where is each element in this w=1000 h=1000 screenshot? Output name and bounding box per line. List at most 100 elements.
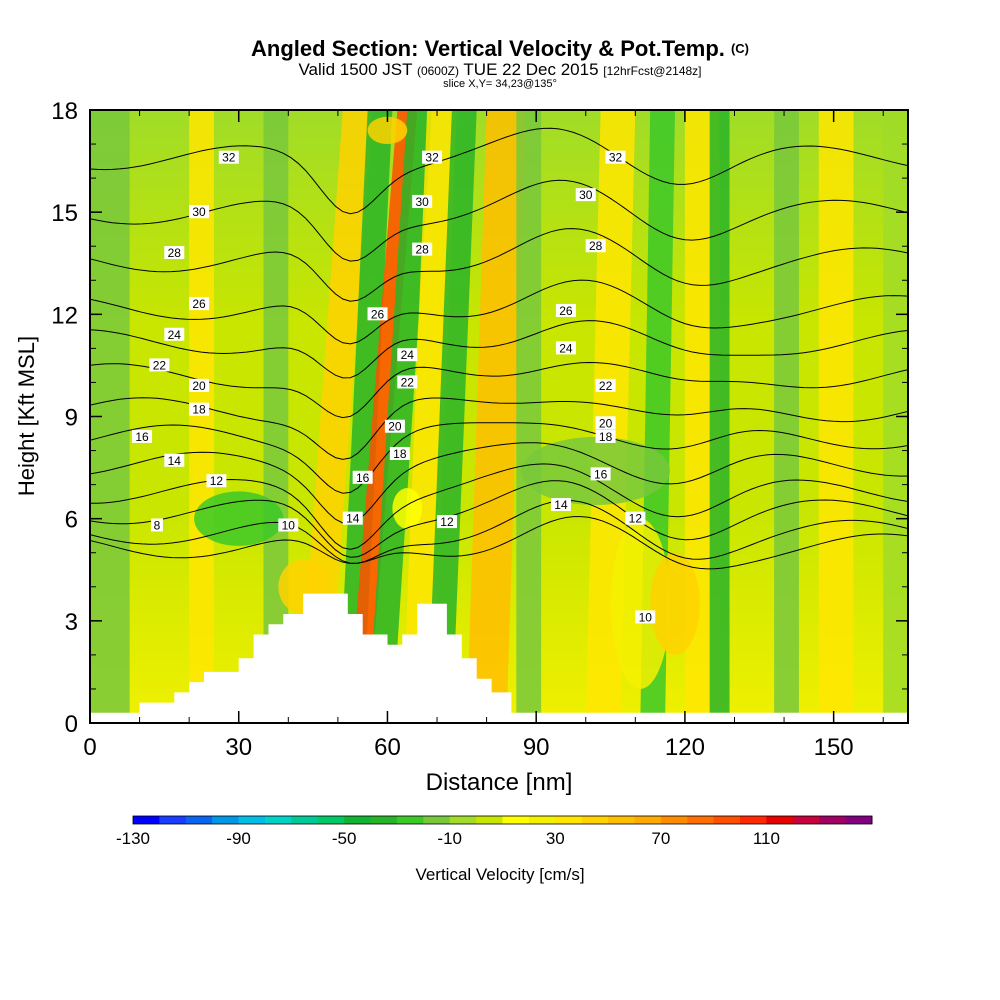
contour-label: 20: [189, 378, 210, 393]
svg-text:12: 12: [629, 512, 643, 526]
velocity-band-17: [883, 110, 908, 723]
colorbar-swatch: [238, 816, 266, 824]
svg-text:18: 18: [393, 447, 407, 461]
colorbar-swatch: [713, 816, 741, 824]
y-tick-label: 12: [51, 302, 78, 329]
contour-label: 14: [550, 498, 571, 512]
x-tick-label: 90: [523, 734, 550, 761]
theta-contour-16: [90, 442, 908, 524]
colorbar-swatch: [660, 816, 688, 824]
svg-text:32: 32: [425, 151, 439, 165]
colorbar-swatch: [133, 816, 160, 824]
colorbar-swatch: [766, 816, 794, 824]
velocity-band-7: [402, 110, 457, 723]
theta-contour-28: [90, 228, 908, 302]
contour-label: 12: [436, 515, 457, 529]
colorbar-swatch: [608, 816, 635, 824]
colorbar-swatch: [396, 816, 424, 824]
colorbar-swatch: [687, 816, 715, 824]
theta-contour-12: [90, 480, 908, 558]
theta-contour-20: [90, 397, 908, 460]
velocity-cell-1: [392, 488, 423, 529]
contour-label: 32: [218, 150, 239, 165]
svg-text:12: 12: [210, 474, 224, 488]
colorbar-swatch: [792, 816, 820, 824]
contour-label: 26: [189, 297, 210, 311]
svg-text:24: 24: [401, 348, 415, 362]
terrain-profile: [90, 593, 908, 723]
y-tick-label: 3: [65, 609, 78, 636]
contour-label: 30: [575, 188, 596, 202]
valid-prefix: Valid 1500 JST: [298, 60, 413, 79]
velocity-cell-3: [650, 552, 700, 655]
svg-text:26: 26: [192, 297, 206, 311]
theta-contour-10: [90, 499, 908, 564]
colorbar-swatch: [344, 816, 372, 824]
svg-text:32: 32: [609, 151, 623, 165]
x-tick-label: 30: [225, 734, 252, 761]
velocity-band-0: [90, 110, 130, 723]
colorbar-swatch: [845, 816, 873, 824]
theta-contour-18: [90, 422, 908, 494]
svg-text:22: 22: [153, 358, 167, 372]
contour-label: 28: [164, 246, 185, 260]
colorbar-swatch: [264, 816, 292, 824]
theta-contour-26: [90, 279, 908, 345]
y-tick-label: 18: [51, 98, 78, 125]
chart-title: Angled Section: Vertical Velocity & Pot.…: [0, 36, 1000, 62]
x-tick-label: 150: [814, 734, 854, 761]
svg-text:16: 16: [356, 471, 370, 485]
contour-label: 16: [590, 467, 611, 481]
contour-label: 18: [189, 402, 210, 417]
colorbar-tick-label: -130: [116, 829, 150, 848]
colorbar-swatch: [581, 816, 609, 824]
slice-info: slice X,Y= 34,23@135°: [443, 78, 557, 90]
contour-label: 14: [164, 453, 185, 468]
contour-label: 28: [412, 242, 433, 257]
velocity-band-10: [516, 110, 542, 723]
svg-text:22: 22: [599, 379, 613, 393]
colorbar-swatch: [159, 816, 187, 824]
velocity-band-4: [337, 110, 393, 723]
colorbar-swatch: [528, 816, 556, 824]
contour-label: 22: [149, 358, 170, 372]
contour-label: 20: [384, 419, 405, 434]
svg-text:16: 16: [135, 430, 149, 444]
svg-text:22: 22: [401, 375, 415, 389]
contour-label: 28: [585, 239, 606, 253]
contour-label: 26: [367, 307, 388, 321]
contour-label: 20: [595, 416, 616, 430]
svg-text:28: 28: [589, 239, 603, 253]
colorbar-swatch: [370, 816, 398, 824]
svg-text:26: 26: [559, 304, 573, 318]
units-tag: (C): [730, 41, 749, 56]
velocity-field: [90, 110, 908, 723]
chart-title-text: Angled Section: Vertical Velocity & Pot.…: [251, 36, 725, 61]
colorbar-swatch: [819, 816, 847, 824]
contour-label: 30: [189, 205, 210, 219]
colorbar-swatch: [291, 816, 319, 824]
contour-label: 14: [342, 511, 363, 526]
svg-text:20: 20: [388, 420, 402, 434]
colorbar-swatch: [423, 816, 451, 824]
y-tick-label: 9: [65, 405, 78, 432]
valid-zulu: (0600Z): [416, 64, 459, 78]
velocity-band-6: [367, 110, 433, 723]
contour-label: 12: [206, 474, 227, 488]
colorbar-swatch: [185, 816, 213, 824]
contour-label: 10: [635, 610, 656, 624]
y-tick-label: 6: [65, 507, 78, 534]
svg-text:16: 16: [594, 467, 608, 481]
colorbar-tick-label: -10: [437, 829, 462, 848]
velocity-cell-6: [367, 116, 408, 145]
svg-text:32: 32: [222, 151, 236, 165]
svg-text:20: 20: [599, 416, 613, 430]
svg-text:26: 26: [371, 307, 385, 321]
svg-text:30: 30: [579, 188, 593, 202]
contour-label: 16: [132, 429, 153, 444]
colorbar-swatch: [317, 816, 345, 824]
theta-contour-30: [90, 179, 908, 262]
theta-contour-8: [90, 516, 908, 570]
